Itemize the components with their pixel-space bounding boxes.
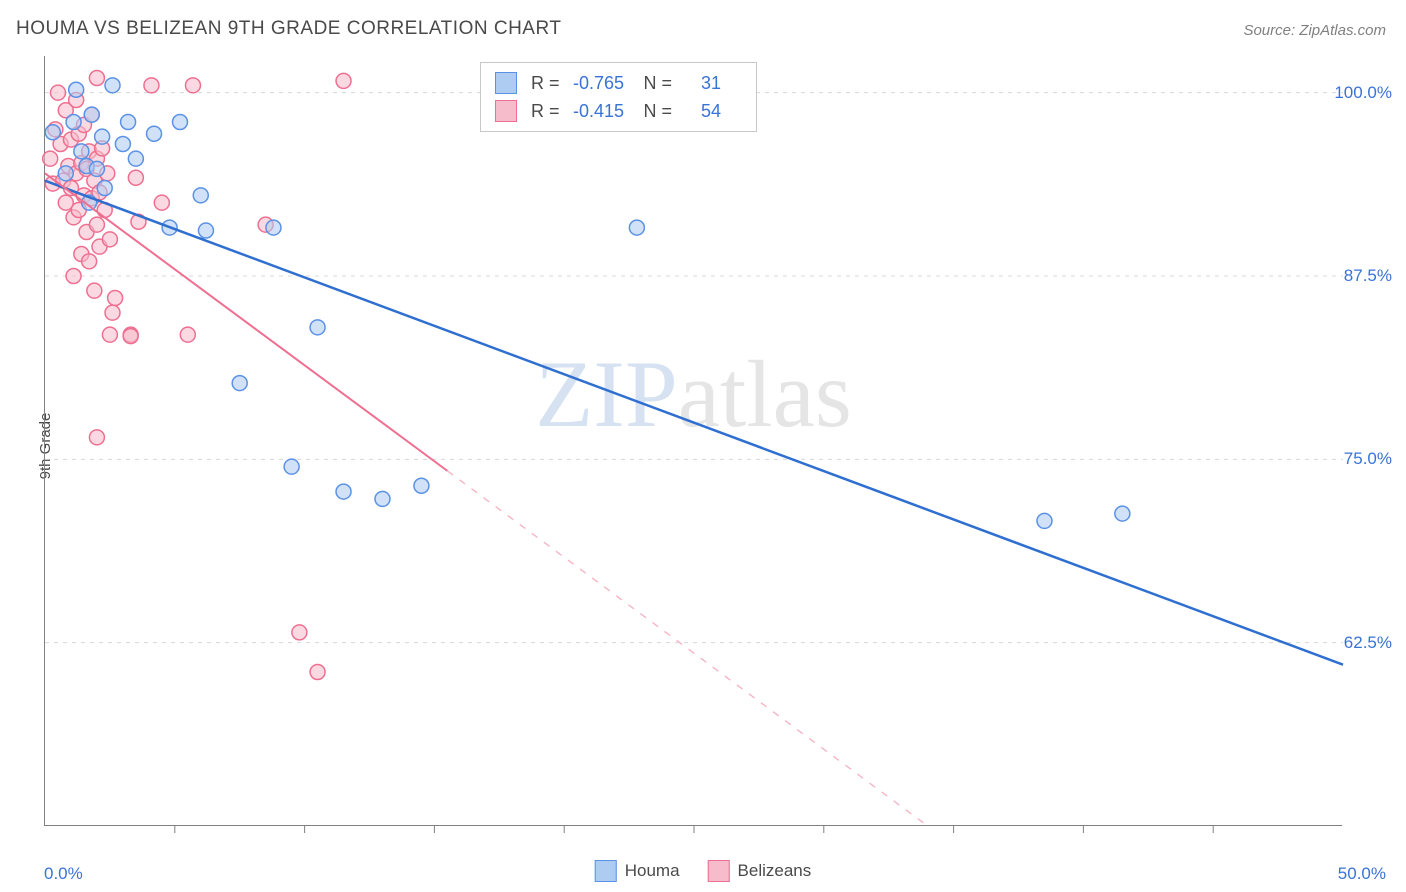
legend-item-belizeans[interactable]: Belizeans	[708, 860, 812, 882]
r-label: R =	[531, 97, 560, 125]
legend-item-houma[interactable]: Houma	[595, 860, 680, 882]
plot-area: ZIPatlas	[44, 56, 1342, 826]
y-tick-label: 75.0%	[1344, 449, 1392, 469]
x-tick-label-min: 0.0%	[44, 864, 83, 884]
n-label: N =	[644, 69, 673, 97]
legend-row-belizeans: R = -0.415 N = 54	[495, 97, 742, 125]
r-value-belizeans: -0.415	[568, 97, 630, 125]
legend-swatch-houma	[495, 72, 517, 94]
y-tick-label: 100.0%	[1334, 83, 1392, 103]
y-tick-label: 87.5%	[1344, 266, 1392, 286]
legend-label-houma: Houma	[625, 861, 680, 881]
y-tick-label: 62.5%	[1344, 633, 1392, 653]
chart-svg	[45, 56, 1343, 826]
source-attribution: Source: ZipAtlas.com	[1243, 22, 1386, 39]
r-value-houma: -0.765	[568, 69, 630, 97]
x-tick-label-max: 50.0%	[1338, 864, 1386, 884]
legend-swatch-belizeans	[495, 100, 517, 122]
legend-row-houma: R = -0.765 N = 31	[495, 69, 742, 97]
n-value-belizeans: 54	[680, 97, 742, 125]
legend-swatch-belizeans	[708, 860, 730, 882]
r-label: R =	[531, 69, 560, 97]
correlation-legend: R = -0.765 N = 31 R = -0.415 N = 54	[480, 62, 757, 132]
legend-label-belizeans: Belizeans	[738, 861, 812, 881]
chart-title: HOUMA VS BELIZEAN 9TH GRADE CORRELATION …	[16, 18, 561, 40]
n-label: N =	[644, 97, 673, 125]
series-legend: Houma Belizeans	[595, 860, 812, 882]
legend-swatch-houma	[595, 860, 617, 882]
n-value-houma: 31	[680, 69, 742, 97]
